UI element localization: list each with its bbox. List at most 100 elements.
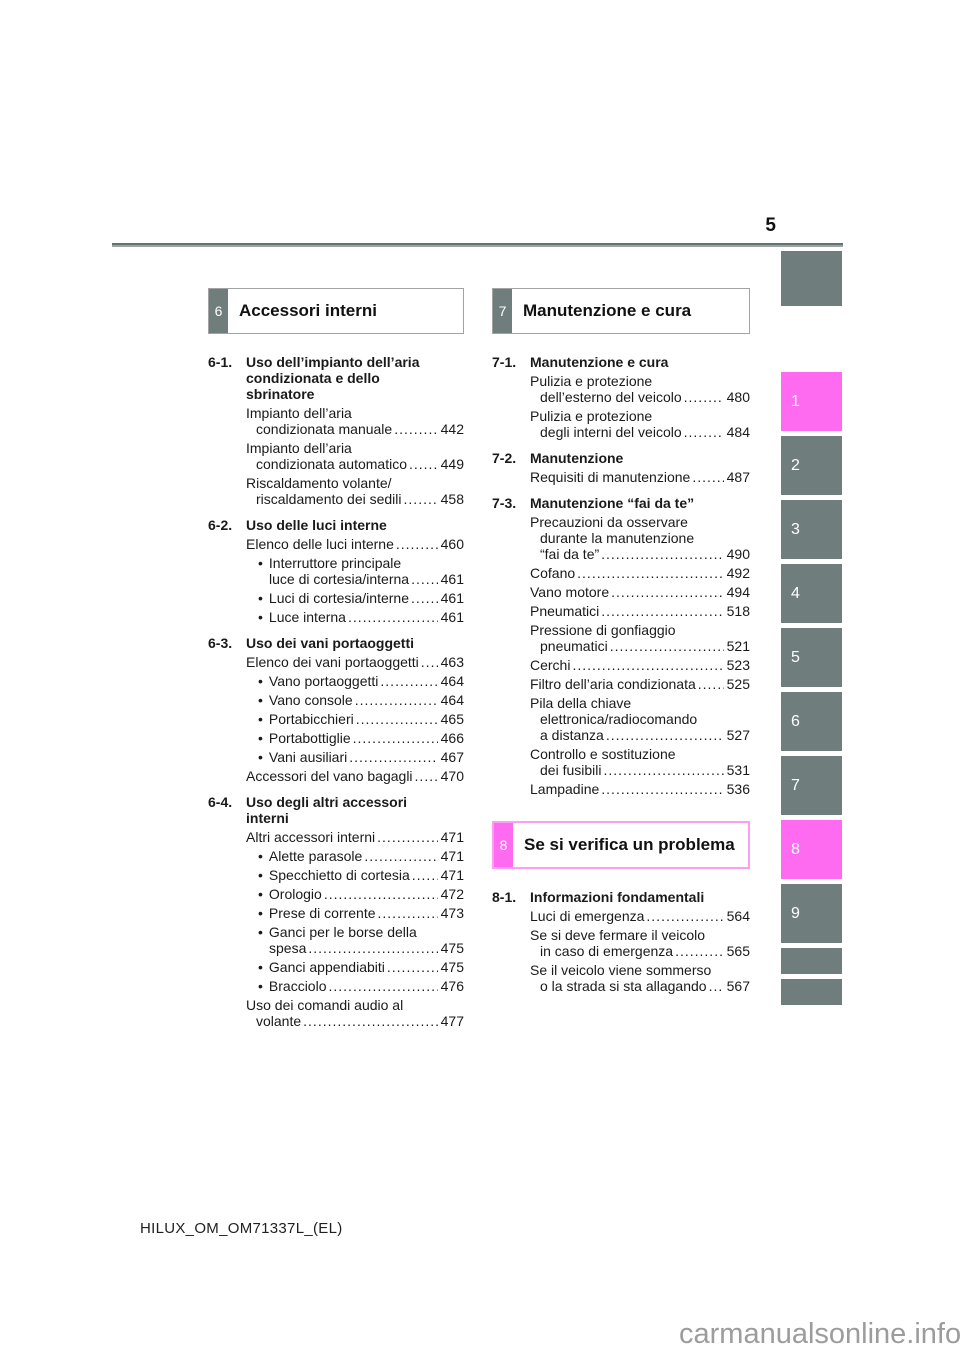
page-ref: 494 [726, 584, 750, 600]
section-title: Uso degli altri accessori interni [246, 794, 464, 826]
section-number: 6-4. [208, 794, 233, 810]
bullet-icon: • [258, 848, 263, 864]
toc-entry-line: dell’esterno del veicolo................… [540, 389, 750, 405]
entry-text: Vano motore [530, 584, 610, 600]
toc-entry: • Vano console...........................… [246, 692, 464, 708]
toc-entry: • Orologio...............................… [246, 886, 464, 902]
chapter-tab-label: 2 [791, 456, 800, 474]
dot-leader: ........................................… [605, 727, 724, 743]
dot-leader: ........................................… [328, 978, 438, 994]
entry-text: Ganci per le borse della [268, 924, 417, 940]
entry-text: Pulizia e protezione [530, 408, 653, 424]
page-ref: 480 [726, 389, 750, 405]
chapter-tab-label: 8 [791, 840, 800, 858]
chapter-tab-label: 3 [791, 520, 800, 538]
toc-entry: Pneumatici..............................… [530, 603, 750, 619]
toc-entry: Impianto dell’aria condizionata manuale..… [246, 405, 464, 437]
section-title: Manutenzione “fai da te” [530, 495, 750, 511]
toc-entry: Precauzioni da osservare durante la manut… [530, 514, 750, 562]
entry-text: Impianto dell’aria [246, 440, 352, 456]
page-ref: 471 [440, 867, 464, 883]
entry-text: Elenco dei vani portaoggetti [246, 654, 419, 670]
dot-leader: ........................................… [347, 609, 438, 625]
dot-leader: ........................................… [354, 692, 438, 708]
chapter-tab-sidebar: 1 2 3 4 5 6 7 8 9 [781, 372, 842, 1005]
page-ref: 536 [726, 781, 750, 797]
bullet-icon: • [258, 692, 263, 708]
toc-entry-line: • Portabottiglie.........................… [258, 730, 464, 746]
toc-entry-line: a distanza..............................… [540, 727, 750, 743]
dot-leader: ........................................… [352, 730, 438, 746]
chapter-header: 7 Manutenzione e cura [492, 288, 750, 334]
entry-text: in caso di emergenza [540, 943, 674, 959]
section-title: Uso dell’impianto dell’aria condizionata … [246, 354, 464, 402]
chapter-number-badge: 8 [494, 823, 513, 867]
page-ref: 464 [440, 673, 464, 689]
chapter-tab-label: 9 [791, 904, 800, 922]
toc-entry-line: Pulizia e protezione [530, 408, 750, 424]
toc-entry-line: • Vano console...........................… [258, 692, 464, 708]
page-ref: 518 [726, 603, 750, 619]
toc-section-heading: 6-4. Uso degli altri accessori interni [208, 794, 464, 826]
entry-text: Specchietto di cortesia [268, 867, 410, 883]
section-title-line: Uso dell’impianto dell’aria [246, 354, 420, 370]
toc-entry: • Alette parasole........................… [246, 848, 464, 864]
toc-entry-line: Elenco delle luci interne...............… [246, 536, 464, 552]
toc-entry: Elenco delle luci interne...............… [246, 536, 464, 552]
dot-leader: ........................................… [409, 456, 438, 472]
chapter-tab-4: 4 [781, 564, 842, 623]
dot-leader: ........................................… [377, 829, 437, 845]
toc-entry-line: degli interni del veicolo...............… [540, 424, 750, 440]
bullet-icon: • [258, 924, 263, 940]
toc-entry-line: condizionata manuale....................… [256, 421, 464, 437]
page-ref: 463 [440, 654, 464, 670]
toc-entry-line: • Bracciolo..............................… [258, 978, 464, 994]
section-title-line: Manutenzione [530, 450, 624, 466]
bullet-icon: • [258, 978, 263, 994]
document-code: HILUX_OM_OM71337L_(EL) [140, 1220, 343, 1237]
toc-section-heading: 6-3. Uso dei vani portaoggetti [208, 635, 464, 651]
entry-text: Altri accessori interni [246, 829, 376, 845]
bullet-icon: • [258, 905, 263, 921]
chapter-tab-label: 7 [791, 776, 800, 794]
toc-entry-line: o la strada si sta allagando............… [540, 978, 750, 994]
dot-leader: ........................................… [377, 905, 438, 921]
toc-entry-line: Filtro dell’aria condizionata...........… [530, 676, 750, 692]
chapter-tab-7: 7 [781, 756, 842, 815]
section-title-line: sbrinatore [246, 386, 315, 402]
toc-entry: Cerchi..................................… [530, 657, 750, 673]
entry-text: Precauzioni da osservare [530, 514, 688, 530]
page-ref: 487 [726, 469, 750, 485]
toc-entry-line: Pressione di gonfiaggio [530, 622, 750, 638]
bullet-icon: • [258, 590, 263, 606]
bullet-icon: • [258, 555, 263, 571]
toc-entry-line: condizionata automatico.................… [256, 456, 464, 472]
toc-entry: • Specchietto di cortesia................… [246, 867, 464, 883]
toc-entry: Controllo e sostituzione dei fusibili....… [530, 746, 750, 778]
toc-entry-line: • Portabicchieri.........................… [258, 711, 464, 727]
entry-text: “fai da te” [540, 546, 600, 562]
entry-text: Alette parasole [268, 848, 363, 864]
section-number: 8-1. [492, 889, 517, 905]
section-title-line: Uso degli altri accessori [246, 794, 408, 810]
toc-entry-line: Pneumatici..............................… [530, 603, 750, 619]
toc-entry-line: • Prese di corrente......................… [258, 905, 464, 921]
entry-text: Pila della chiave [530, 695, 632, 711]
dot-leader: ........................................… [308, 940, 437, 956]
entry-text: Impianto dell’aria [246, 405, 352, 421]
entry-text: Prese di corrente [268, 905, 376, 921]
page-ref: 461 [440, 609, 464, 625]
toc-entry: Lampadine...............................… [530, 781, 750, 797]
section-number: 6-2. [208, 517, 233, 533]
section-title-line: interni [246, 810, 289, 826]
entry-text: Requisiti di manutenzione [530, 469, 691, 485]
toc-entry-line: Precauzioni da osservare [530, 514, 750, 530]
section-number: 7-3. [492, 495, 517, 511]
page-ref: 471 [440, 829, 464, 845]
section-title: Informazioni fondamentali [530, 889, 750, 905]
toc-entry: Cofano..................................… [530, 565, 750, 581]
page-ref: 458 [440, 491, 464, 507]
page-ref: 490 [726, 546, 750, 562]
section-title-line: Uso delle luci interne [246, 517, 387, 533]
entry-text: Interruttore principale [268, 555, 402, 571]
